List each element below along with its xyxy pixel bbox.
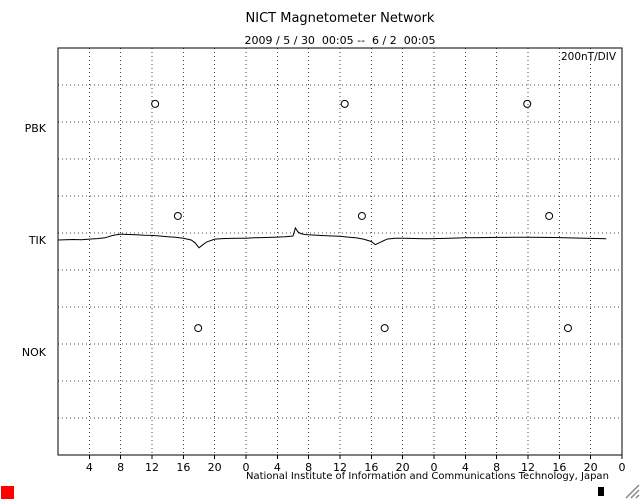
x-tick-label: 4 [86, 461, 93, 474]
event-marker-circle [194, 324, 203, 333]
x-tick-label: 8 [117, 461, 124, 474]
event-marker-circle [340, 99, 349, 108]
event-marker-circle [523, 99, 532, 108]
x-tick-label: 8 [305, 461, 312, 474]
cursor-artifact [598, 487, 604, 496]
event-marker-circle [173, 211, 182, 220]
event-marker-circle [357, 211, 366, 220]
station-label: TIK [28, 234, 47, 247]
x-tick-label: 0 [619, 461, 626, 474]
resize-grip-icon[interactable] [622, 481, 640, 499]
x-tick-label: 16 [552, 461, 566, 474]
x-tick-label: 20 [584, 461, 598, 474]
x-tick-label: 4 [274, 461, 281, 474]
event-marker-circle [563, 324, 572, 333]
x-tick-label: 20 [208, 461, 222, 474]
plot-border [57, 47, 623, 456]
x-tick-label: 0 [431, 461, 438, 474]
event-marker-circle [380, 324, 389, 333]
x-tick-label: 20 [396, 461, 410, 474]
x-tick-label: 12 [333, 461, 347, 474]
scale-per-division-label: 200nT/DIV [560, 51, 616, 63]
magnetogram-trace [57, 226, 607, 249]
time-range-subtitle: 2009 / 5 / 30 00:05 -- 6 / 2 00:05 [244, 34, 436, 47]
x-tick-label: 0 [243, 461, 250, 474]
page-title: NICT Magnetometer Network [245, 11, 435, 26]
x-tick-label: 16 [364, 461, 378, 474]
institute-credit-text: National Institute of Information and Co… [246, 471, 609, 482]
corner-status-marker [1, 486, 14, 499]
x-tick-label: 4 [462, 461, 469, 474]
x-tick-label: 16 [176, 461, 190, 474]
station-label: NOK [22, 346, 47, 359]
x-tick-label: 12 [145, 461, 159, 474]
event-marker-circle [151, 99, 160, 108]
event-marker-circle [545, 211, 554, 220]
station-label: PBK [25, 122, 47, 135]
x-tick-label: 12 [521, 461, 535, 474]
x-tick-label: 8 [493, 461, 500, 474]
